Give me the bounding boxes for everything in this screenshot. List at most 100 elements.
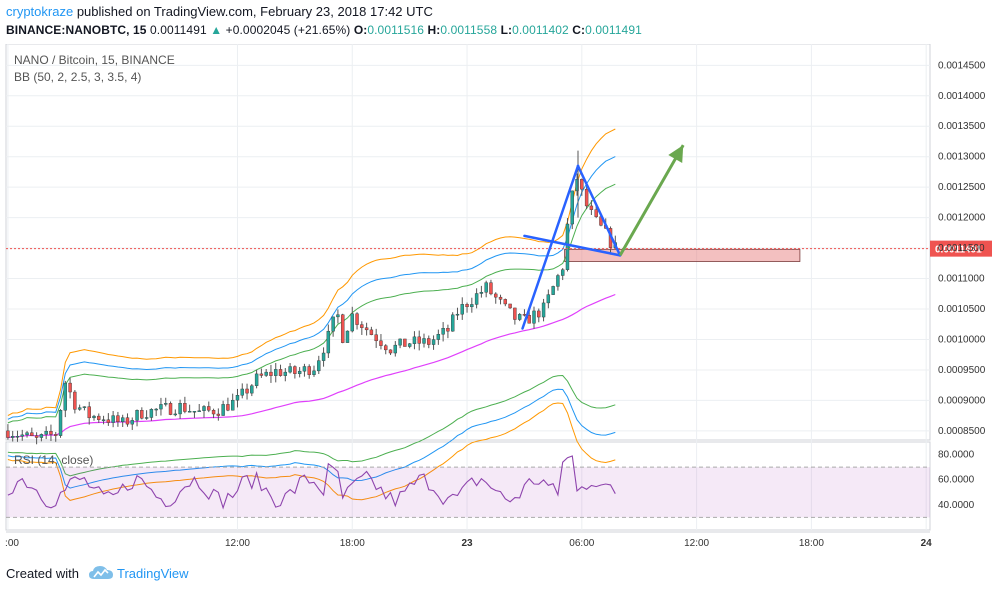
candle bbox=[92, 415, 96, 419]
low-label: L: bbox=[500, 23, 513, 37]
candle bbox=[63, 382, 68, 411]
rsi-pane-frame bbox=[5, 441, 931, 531]
candle bbox=[484, 282, 488, 293]
candle bbox=[474, 293, 479, 305]
candle bbox=[321, 352, 326, 361]
pattern-drawings bbox=[521, 144, 685, 330]
candle bbox=[350, 313, 354, 332]
close-label: C: bbox=[572, 23, 586, 37]
candle bbox=[489, 282, 493, 295]
candle bbox=[441, 328, 445, 335]
candle bbox=[240, 388, 244, 396]
candlestick-series bbox=[6, 150, 618, 445]
rsi-pane bbox=[6, 455, 930, 518]
tradingview-cloud-icon[interactable] bbox=[88, 564, 114, 582]
candle bbox=[546, 294, 551, 304]
candle bbox=[87, 406, 91, 419]
bb-upper-line bbox=[7, 128, 616, 417]
candle bbox=[556, 275, 560, 287]
candle bbox=[245, 388, 249, 394]
candle bbox=[293, 366, 297, 374]
time-tick-label: 23 bbox=[461, 538, 473, 549]
candle bbox=[259, 373, 264, 376]
current-price-label-bg bbox=[930, 240, 992, 257]
low-value: 0.0011402 bbox=[512, 23, 569, 37]
candle bbox=[541, 302, 546, 318]
candle bbox=[140, 410, 144, 419]
candle bbox=[288, 366, 292, 373]
candle bbox=[412, 336, 417, 344]
candle bbox=[197, 410, 201, 412]
price-tick-label: 0.0013000 bbox=[938, 152, 986, 163]
time-tick-label: 18:00 bbox=[340, 538, 365, 549]
candle bbox=[580, 179, 584, 190]
candle bbox=[360, 324, 364, 328]
pattern-line bbox=[523, 234, 622, 257]
candle bbox=[355, 313, 359, 325]
candle bbox=[422, 338, 426, 344]
candle bbox=[513, 307, 517, 320]
candle bbox=[192, 411, 197, 413]
candle bbox=[297, 370, 302, 374]
bb-lower-line bbox=[7, 388, 616, 489]
candle bbox=[522, 314, 527, 316]
candle bbox=[235, 395, 240, 401]
candle bbox=[269, 371, 273, 376]
chart-grid bbox=[5, 44, 931, 531]
candle bbox=[144, 417, 149, 419]
rsi-line bbox=[7, 455, 616, 510]
candle bbox=[10, 436, 15, 438]
author-link[interactable]: cryptokraze bbox=[6, 4, 74, 19]
candle bbox=[135, 410, 139, 421]
candle bbox=[403, 338, 407, 347]
candle bbox=[465, 304, 469, 308]
bb-upper-line bbox=[7, 183, 616, 424]
candle bbox=[58, 410, 63, 436]
current-price-line: 0.0011491 bbox=[6, 240, 992, 257]
candle bbox=[374, 334, 378, 342]
candle bbox=[494, 293, 498, 298]
candle bbox=[82, 406, 87, 408]
candle bbox=[168, 403, 173, 415]
candle bbox=[173, 413, 178, 416]
bb-upper-line bbox=[7, 156, 616, 420]
price-tick-label: 0.0009000 bbox=[938, 395, 986, 406]
price-chart[interactable]: 0.0011491 0.00145000.00140000.00135000.0… bbox=[0, 44, 1000, 560]
time-tick-label: 12:00 bbox=[225, 538, 250, 549]
pattern-line bbox=[576, 164, 622, 257]
price-tick-label: 0.0009500 bbox=[938, 365, 986, 376]
candle bbox=[120, 417, 125, 423]
candle bbox=[450, 314, 455, 332]
price-tick-label: 0.0010000 bbox=[938, 334, 986, 345]
candle bbox=[20, 434, 24, 437]
open-label: O: bbox=[353, 23, 368, 37]
target-arrow-line bbox=[618, 144, 685, 257]
candle bbox=[101, 419, 106, 421]
candle bbox=[388, 349, 393, 354]
candle bbox=[560, 269, 565, 276]
candle bbox=[226, 404, 230, 411]
candle bbox=[211, 409, 216, 415]
candle bbox=[34, 435, 39, 438]
candle bbox=[77, 407, 82, 410]
candle bbox=[30, 432, 34, 436]
candle bbox=[470, 304, 474, 308]
candle bbox=[498, 296, 503, 300]
candle bbox=[570, 190, 574, 225]
target-arrow-head bbox=[668, 145, 684, 163]
candle bbox=[254, 373, 259, 386]
candle bbox=[111, 415, 115, 423]
price-tick-label: 0.0013500 bbox=[938, 121, 986, 132]
candle bbox=[250, 385, 254, 394]
candle bbox=[97, 415, 101, 420]
bb-legend: BB (50, 2, 2.5, 3, 3.5, 4) bbox=[14, 70, 141, 84]
candle bbox=[427, 338, 431, 345]
candle bbox=[336, 314, 340, 318]
candle bbox=[589, 205, 594, 210]
published-text: published on TradingView.com, February 2… bbox=[76, 4, 433, 19]
footer: Created with TradingView bbox=[0, 560, 1000, 590]
tradingview-brand[interactable]: TradingView bbox=[117, 566, 189, 581]
candle bbox=[106, 419, 111, 423]
candle bbox=[15, 435, 20, 438]
time-tick-label: 06:00 bbox=[569, 538, 594, 549]
